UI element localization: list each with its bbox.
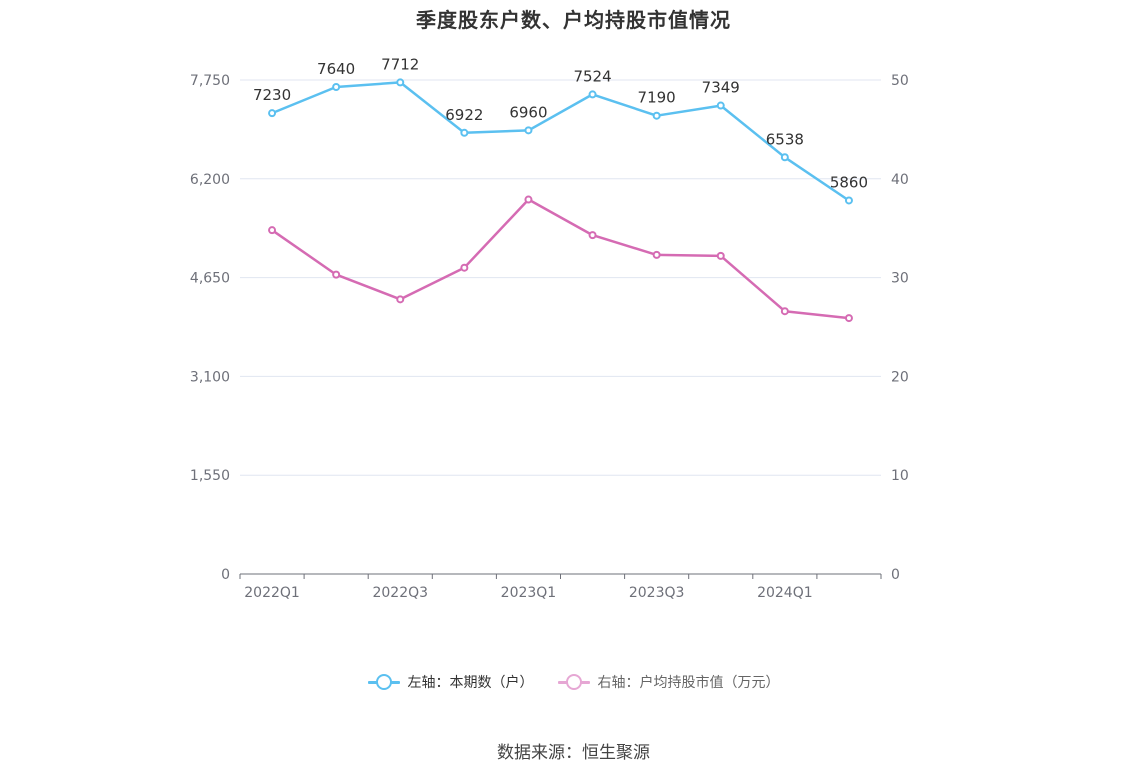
data-label-left: 6538 [766, 130, 804, 148]
data-point-right [588, 231, 597, 240]
x-tick-label: 2023Q1 [501, 585, 557, 601]
data-point-right [716, 251, 725, 260]
data-point-left [588, 90, 597, 99]
data-labels: 7230 7640 7712 6922 6960 7524 7190 7349 6538 5860 [253, 55, 868, 191]
y-right-tick-label: 30 [891, 271, 909, 287]
data-source: 数据来源：恒生聚源 [497, 743, 650, 763]
x-tick-label: 2023Q3 [629, 585, 685, 601]
data-label-left: 7524 [573, 67, 611, 85]
legend-item-left-series[interactable]: 左轴：本期数（户） [367, 672, 534, 692]
y-left-tick-label: 6,200 [190, 172, 230, 188]
data-point-left [780, 153, 789, 162]
chart-title: 季度股东户数、户均持股市值情况 [416, 8, 731, 32]
data-point-right [844, 314, 853, 323]
x-tick-label: 2022Q1 [244, 585, 300, 601]
data-label-left: 7190 [638, 89, 676, 107]
data-point-left [332, 83, 341, 92]
legend: 左轴：本期数（户） 右轴：户均持股市值（万元） [0, 672, 1147, 692]
data-label-left: 5860 [830, 173, 868, 191]
data-label-left: 6922 [445, 106, 483, 124]
data-point-left [652, 111, 661, 120]
data-point-right [332, 270, 341, 279]
data-label-left: 6960 [509, 103, 547, 121]
data-point-right [460, 263, 469, 272]
y-left-tick-label: 7,750 [190, 73, 230, 89]
legend-swatch-right-icon [557, 672, 590, 692]
y-right-tick-label: 50 [891, 73, 909, 89]
data-label-left: 7712 [381, 55, 419, 73]
data-point-right [524, 195, 533, 204]
x-axis: 2022Q1 2022Q3 2023Q1 2023Q3 2024Q1 [239, 573, 882, 601]
series-line-left [271, 81, 850, 202]
data-point-left [844, 196, 853, 205]
data-label-left: 7640 [317, 60, 355, 78]
data-point-right [268, 226, 277, 235]
x-tick-label: 2024Q1 [757, 585, 813, 601]
legend-label-left: 左轴：本期数（户） [407, 675, 534, 691]
y-right-tick-label: 0 [891, 567, 900, 583]
x-tick-label: 2022Q3 [372, 585, 428, 601]
data-point-right [396, 295, 405, 304]
series-lines [271, 81, 850, 320]
data-label-left: 7349 [702, 79, 740, 97]
y-right-tick-label: 40 [891, 172, 909, 188]
legend-item-right-series[interactable]: 右轴：户均持股市值（万元） [557, 672, 780, 692]
left-axis-ticks: 0 1,550 3,100 4,650 6,200 7,750 [190, 73, 230, 583]
series-points [268, 78, 853, 323]
y-right-tick-label: 20 [891, 369, 909, 385]
right-axis-ticks: 0 10 20 30 40 50 [891, 73, 909, 583]
series-line-right [271, 198, 850, 320]
data-point-right [780, 307, 789, 316]
data-point-left [460, 128, 469, 137]
data-label-left: 7230 [253, 86, 291, 104]
y-left-tick-label: 4,650 [190, 271, 230, 287]
data-point-left [396, 78, 405, 87]
data-point-left [716, 101, 725, 110]
data-point-left [524, 126, 533, 135]
y-left-tick-label: 1,550 [190, 468, 230, 484]
legend-label-right: 右轴：户均持股市值（万元） [597, 675, 780, 691]
line-chart: 0 1,550 3,100 4,650 6,200 7,750 0 10 20 30 40 50 2… [190, 55, 909, 601]
data-point-left [268, 109, 277, 118]
legend-swatch-left-icon [367, 672, 400, 692]
data-point-right [652, 250, 661, 259]
y-left-tick-label: 3,100 [190, 369, 230, 385]
y-right-tick-label: 10 [891, 468, 909, 484]
y-left-tick-label: 0 [221, 567, 230, 583]
